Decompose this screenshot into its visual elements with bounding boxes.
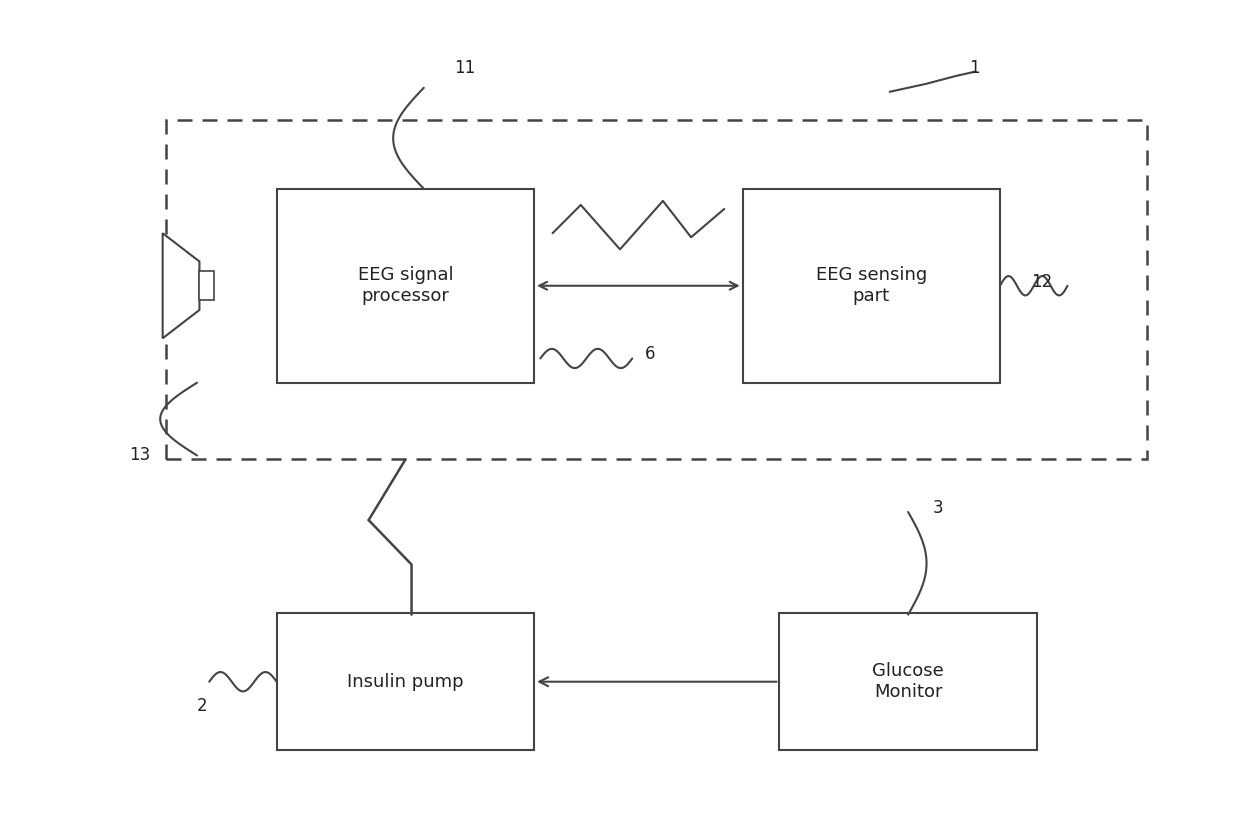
Text: 3: 3: [932, 499, 944, 517]
Bar: [780, 613, 1037, 750]
Text: 2: 2: [197, 697, 207, 715]
Text: 11: 11: [455, 58, 476, 76]
Text: EEG sensing
part: EEG sensing part: [816, 266, 928, 305]
Bar: [277, 189, 534, 383]
Text: 6: 6: [645, 345, 655, 363]
Text: 13: 13: [129, 446, 151, 464]
Bar: [200, 271, 215, 300]
Bar: [166, 120, 1147, 459]
Text: Glucose
Monitor: Glucose Monitor: [872, 663, 944, 701]
Text: 1: 1: [970, 58, 980, 76]
Bar: [277, 613, 534, 750]
Text: EEG signal
processor: EEG signal processor: [357, 266, 454, 305]
Text: 12: 12: [1030, 273, 1052, 291]
Bar: [743, 189, 1001, 383]
Text: Insulin pump: Insulin pump: [347, 672, 464, 690]
Polygon shape: [162, 233, 200, 339]
